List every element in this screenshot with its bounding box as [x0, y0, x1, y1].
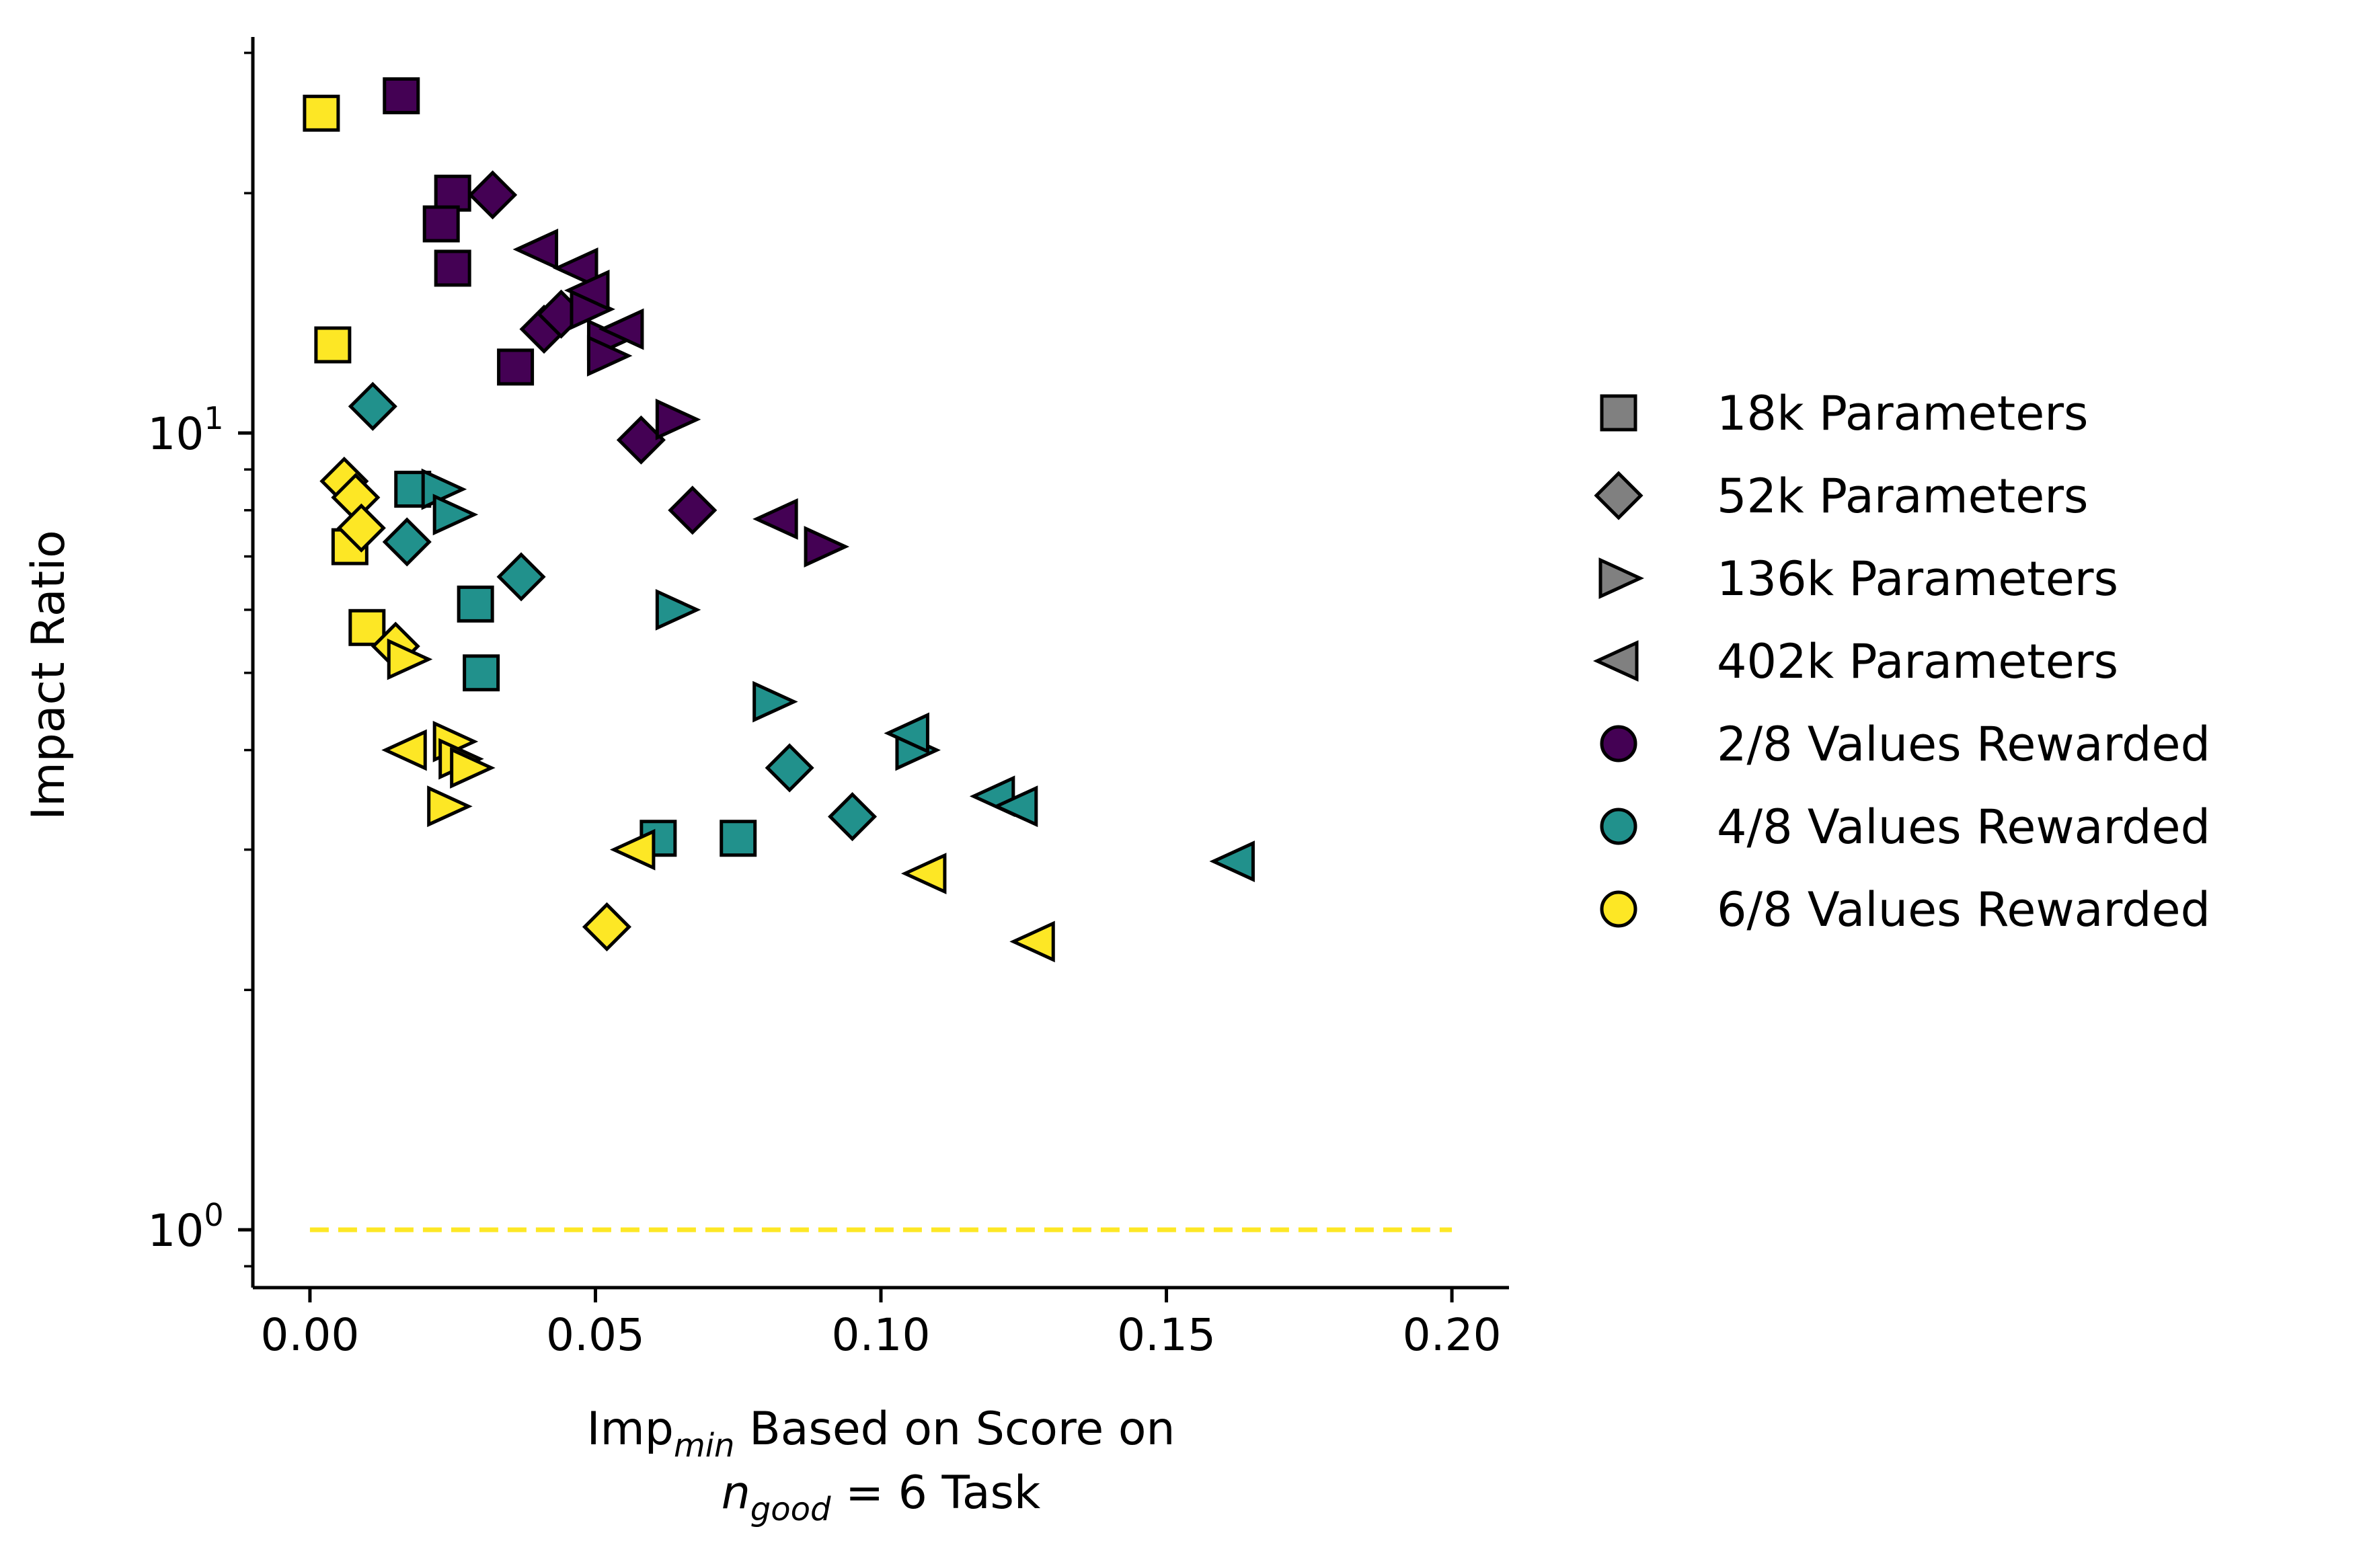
x-axis-label-variable-subscript: good [750, 1491, 831, 1528]
data-point-triangle-left [1209, 840, 1255, 882]
data-point-triangle-left [381, 729, 427, 771]
data-point-diamond [828, 792, 878, 842]
x-axis-label-variable: n [722, 1466, 750, 1520]
data-point-triangle-right [655, 398, 701, 440]
data-point-triangle-left [598, 308, 644, 350]
data-point-triangle-right [427, 785, 473, 828]
x-axis-label-variable-rest: = 6 Task [830, 1466, 1040, 1520]
legend-marker-triangle-left [1592, 640, 1639, 682]
data-point-square [303, 94, 340, 132]
data-point-triangle-left [564, 270, 610, 311]
legend-label: 52k Parameters [1717, 469, 2089, 524]
legend-marker-circle [1600, 808, 1637, 845]
x-tick-label: 0.05 [546, 1309, 645, 1361]
legend-marker-diamond [1594, 471, 1643, 520]
data-point-square [434, 174, 471, 212]
x-axis-label-rest: Based on Score on [734, 1403, 1175, 1456]
data-point-square [463, 654, 500, 692]
legend-marker-circle [1600, 725, 1637, 762]
legend-label: 136k Parameters [1717, 551, 2118, 606]
legend-marker-triangle-right [1598, 557, 1645, 599]
y-axis-label: Impact Ratio [22, 530, 75, 820]
data-point-triangle-right [387, 638, 433, 680]
data-point-diamond [468, 170, 518, 220]
y-tick-label: 100 [147, 1197, 223, 1257]
data-point-triangle-left [1009, 920, 1055, 963]
legend-label: 4/8 Values Rewarded [1717, 799, 2210, 855]
data-point-square [434, 249, 471, 287]
data-point-diamond [496, 552, 546, 602]
data-point-square [348, 609, 386, 646]
y-tick-label: 101 [147, 400, 223, 460]
data-point-triangle-left [884, 712, 929, 754]
x-tick-label: 0.15 [1117, 1309, 1216, 1361]
data-point-triangle-right [586, 335, 633, 377]
legend-marker-square [1600, 394, 1637, 432]
legend-label: 402k Parameters [1717, 634, 2118, 689]
x-axis-label-main: Imp [586, 1403, 673, 1456]
data-point-diamond [765, 743, 814, 793]
legend-marker-circle [1600, 890, 1637, 928]
data-point-triangle-left [512, 229, 559, 270]
legend-label: 6/8 Values Rewarded [1717, 882, 2210, 937]
x-axis-label-line1: Impmin Based on Score on [586, 1403, 1175, 1464]
legend-label: 18k Parameters [1717, 386, 2089, 441]
data-point-diamond [382, 517, 432, 567]
data-point-diamond [348, 381, 397, 431]
data-point-triangle-left [609, 828, 656, 871]
data-point-square [457, 585, 494, 623]
data-point-triangle-left [552, 247, 598, 289]
data-point-triangle-right [752, 680, 798, 723]
data-point-square [314, 326, 352, 364]
data-point-square [383, 77, 420, 114]
legend: 18k Parameters 52k Parameters 136k Paramet… [1592, 386, 2210, 937]
marker-layer [303, 77, 1255, 963]
data-point-square [497, 348, 535, 386]
data-point-triangle-right [432, 494, 479, 536]
data-point-triangle-right [450, 747, 496, 789]
x-tick-label: 0.00 [260, 1309, 359, 1361]
data-point-diamond [336, 503, 386, 553]
legend-label: 2/8 Values Rewarded [1717, 717, 2210, 772]
x-tick-label: 0.10 [832, 1309, 931, 1361]
x-axis-label-line2: ngood = 6 Task [722, 1466, 1041, 1528]
data-point-triangle-right [655, 588, 701, 631]
data-point-triangle-left [992, 785, 1038, 828]
data-point-triangle-right [804, 526, 850, 567]
tick-layer: 0.00 0.05 0.10 0.15 0.20 100 101 [147, 51, 1502, 1361]
data-point-triangle-left [752, 498, 798, 540]
data-point-square [720, 820, 757, 857]
x-tick-label: 0.20 [1403, 1309, 1502, 1361]
data-point-diamond [582, 902, 631, 951]
x-axis-label-subscript: min [674, 1427, 735, 1464]
data-point-triangle-left [900, 853, 947, 895]
data-point-diamond [668, 485, 718, 535]
data-point-square [422, 205, 460, 243]
